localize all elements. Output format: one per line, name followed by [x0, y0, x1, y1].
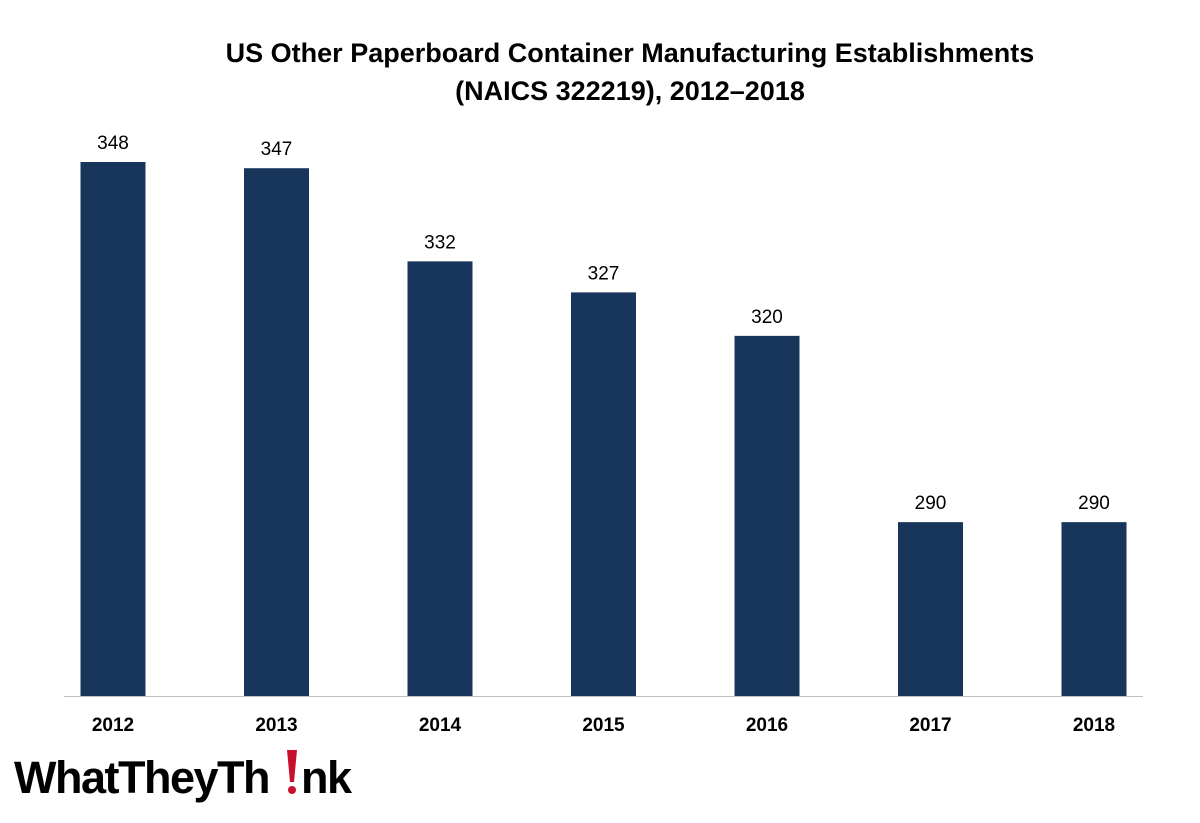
data-label-2014: 332	[424, 232, 456, 253]
x-tick-label-2013: 2013	[255, 715, 297, 736]
data-label-2018: 290	[1078, 493, 1110, 514]
svg-text:nk: nk	[301, 752, 353, 803]
chart-title: US Other Paperboard Container Manufactur…	[0, 34, 1200, 110]
x-tick-label-2015: 2015	[582, 715, 625, 736]
bar-2017	[898, 522, 963, 696]
bar-2014	[407, 261, 473, 696]
x-tick-label-2012: 2012	[92, 715, 134, 736]
bar-2018	[1061, 522, 1127, 696]
x-tick-label-2018: 2018	[1073, 715, 1115, 736]
x-tick-label-2014: 2014	[419, 715, 462, 736]
bar-2013	[244, 168, 309, 697]
svg-text:WhatTheyTh: WhatTheyTh	[14, 752, 269, 803]
data-label-2013: 347	[261, 139, 293, 160]
whattheythink-logo: WhatTheyTh nk	[14, 748, 359, 808]
chart-title-line-1: US Other Paperboard Container Manufactur…	[225, 38, 1035, 68]
logo-exclamation-icon	[287, 750, 297, 794]
data-label-2012: 348	[97, 133, 129, 154]
data-label-2016: 320	[751, 307, 783, 328]
x-tick-label-2016: 2016	[746, 715, 788, 736]
data-label-2015: 327	[588, 263, 620, 284]
x-tick-label-2017: 2017	[909, 715, 951, 736]
chart-title-line-2: (NAICS 322219), 2012–2018	[455, 76, 805, 106]
bar-2012	[80, 162, 146, 696]
logo-wordmark: WhatTheyTh nk	[14, 750, 354, 803]
bar-2015	[571, 292, 636, 696]
bar-2016	[734, 335, 800, 696]
data-label-2017: 290	[915, 493, 947, 514]
